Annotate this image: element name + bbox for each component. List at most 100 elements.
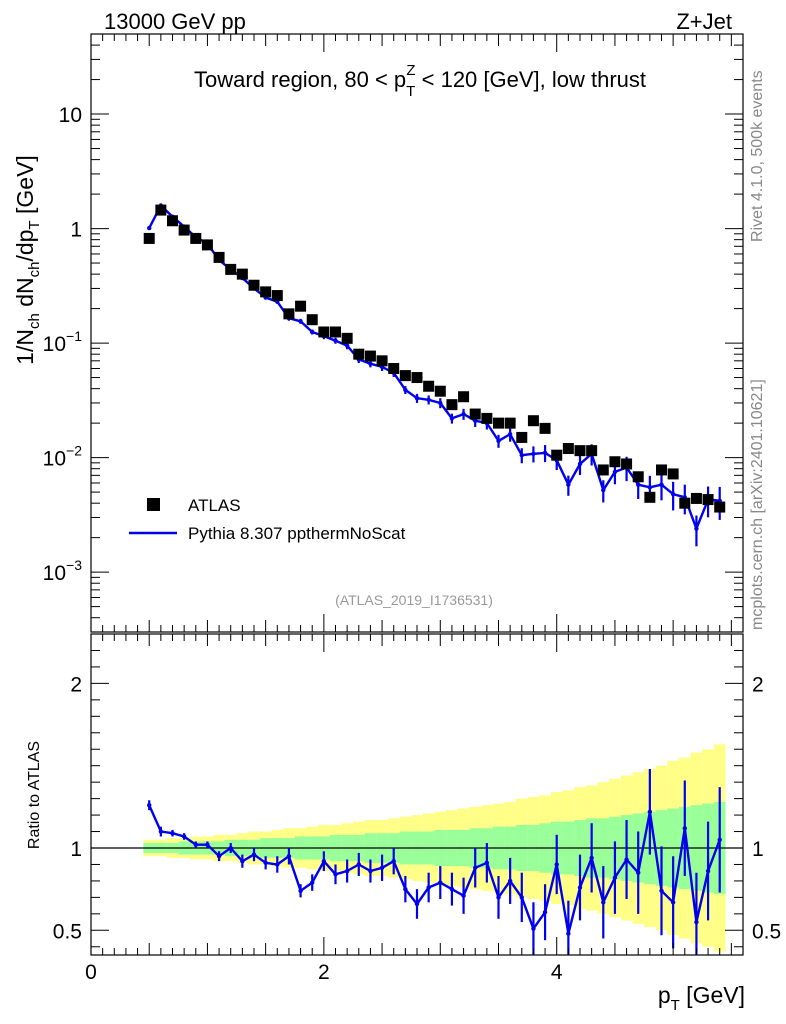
- atlas-point: [190, 232, 202, 244]
- main-title: Toward region, 80 < pTZ < 120 [GeV], low…: [194, 62, 646, 100]
- ratio-point: [310, 880, 315, 885]
- ratio-point: [717, 837, 722, 842]
- pythia-point: [659, 482, 664, 487]
- ratio-point: [438, 880, 443, 885]
- x-axis-title: pT [GeV]: [658, 982, 745, 1014]
- pythia-point: [542, 450, 548, 456]
- ratio-point: [601, 900, 606, 905]
- pythia-point: [368, 361, 373, 366]
- atlas-point: [527, 415, 539, 427]
- ratio-point: [228, 845, 233, 851]
- rivet-label: Rivet 4.1.0, 500k events: [749, 70, 766, 242]
- pythia-point: [298, 319, 303, 324]
- beam-label: 13000 GeV pp: [104, 9, 246, 34]
- ratio-point: [216, 854, 222, 859]
- ratio-point: [147, 803, 152, 808]
- ylabel-main: 1/Nch dNch/dpT [GeV]: [12, 155, 43, 365]
- ratio-point: [368, 868, 373, 874]
- ratio-point: [577, 885, 583, 890]
- ratio-y-tick-label-right: 1: [752, 838, 764, 861]
- ratio-point: [694, 919, 699, 925]
- atlas-point: [516, 431, 528, 443]
- atlas-point: [411, 372, 423, 384]
- pythia-point: [414, 396, 420, 401]
- pythia-point: [694, 526, 699, 531]
- legend: ATLAS Pythia 8.307 ppthermNoScat: [129, 496, 406, 543]
- ratio-ylabel: Ratio to ATLAS: [26, 741, 43, 849]
- atlas-point: [353, 348, 365, 360]
- ratio-point: [275, 862, 280, 867]
- pythia-point: [344, 343, 350, 348]
- ratio-point: [647, 809, 653, 814]
- ratio-point: [403, 886, 408, 892]
- atlas-point: [364, 350, 376, 362]
- x-tick-label: 2: [318, 961, 330, 984]
- pythia-point: [519, 452, 524, 458]
- ratio-point: [659, 888, 664, 893]
- pythia-point: [310, 329, 315, 335]
- pythia-point: [670, 491, 676, 497]
- ratio-point: [484, 860, 490, 866]
- ratio-point: [473, 865, 478, 870]
- pythia-point: [403, 387, 408, 393]
- ratio-point: [379, 865, 385, 870]
- pythia-point: [577, 461, 583, 467]
- pythia-point: [147, 225, 152, 231]
- atlas-point: [248, 279, 260, 291]
- atlas-point: [504, 417, 516, 429]
- atlas-point: [597, 464, 609, 476]
- ratio-point: [589, 855, 594, 861]
- ratio-axis-ticks: [90, 634, 744, 955]
- atlas-point: [632, 471, 644, 483]
- ratio-series-line: [148, 804, 721, 935]
- ratio-point: [205, 842, 210, 847]
- atlas-point: [446, 399, 458, 411]
- pythia-point: [531, 451, 536, 456]
- analysis-id: (ATLAS_2019_I1736531): [335, 592, 493, 608]
- ratio-point: [193, 842, 198, 847]
- main-plot: Toward region, 80 < pTZ < 120 [GeV], low…: [43, 33, 744, 633]
- x-tick-label: 0: [85, 961, 97, 984]
- ratio-point: [158, 829, 164, 834]
- main-axis-ticks: [90, 33, 744, 633]
- atlas-point: [236, 268, 248, 280]
- atlas-point: [423, 380, 435, 392]
- pythia-point: [473, 418, 478, 423]
- ratio-point: [682, 826, 687, 831]
- atlas-point: [399, 370, 411, 382]
- atlas-point: [201, 239, 213, 251]
- atlas-point: [551, 449, 563, 461]
- ratio-point: [542, 910, 548, 915]
- atlas-points: [143, 204, 726, 513]
- atlas-point: [481, 412, 493, 424]
- atlas-point: [178, 224, 190, 236]
- atlas-point: [609, 456, 621, 468]
- ratio-point: [624, 857, 629, 862]
- y-tick-label: 10−2: [43, 443, 83, 471]
- atlas-point: [167, 215, 178, 227]
- site-label: mcplots.cern.ch [arXiv:2401.10621]: [749, 379, 766, 630]
- atlas-point: [493, 417, 504, 429]
- atlas-point: [143, 232, 155, 244]
- pythia-point: [438, 400, 443, 406]
- ratio-point: [333, 872, 338, 877]
- pythia-point: [507, 432, 513, 437]
- atlas-point: [330, 326, 341, 338]
- atlas-point: [574, 445, 586, 457]
- ratio-point: [321, 858, 327, 864]
- ratio-point: [344, 868, 350, 874]
- atlas-point: [155, 204, 167, 216]
- pythia-point: [461, 411, 466, 417]
- atlas-point: [306, 314, 318, 326]
- atlas-point: [702, 494, 714, 506]
- y-tick-label: 1: [70, 219, 82, 242]
- ratio-y-tick-label-right: 0.5: [752, 920, 781, 943]
- ratio-point: [705, 868, 711, 874]
- ratio-point: [170, 830, 175, 836]
- pythia-point: [647, 485, 653, 490]
- ratio-y-tick-label-left: 0.5: [53, 920, 82, 943]
- ratio-point: [636, 870, 641, 875]
- ratio-point: [670, 900, 676, 905]
- ratio-point: [496, 895, 501, 900]
- atlas-point: [271, 290, 283, 302]
